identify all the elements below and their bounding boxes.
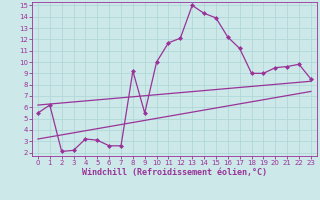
- X-axis label: Windchill (Refroidissement éolien,°C): Windchill (Refroidissement éolien,°C): [82, 168, 267, 177]
